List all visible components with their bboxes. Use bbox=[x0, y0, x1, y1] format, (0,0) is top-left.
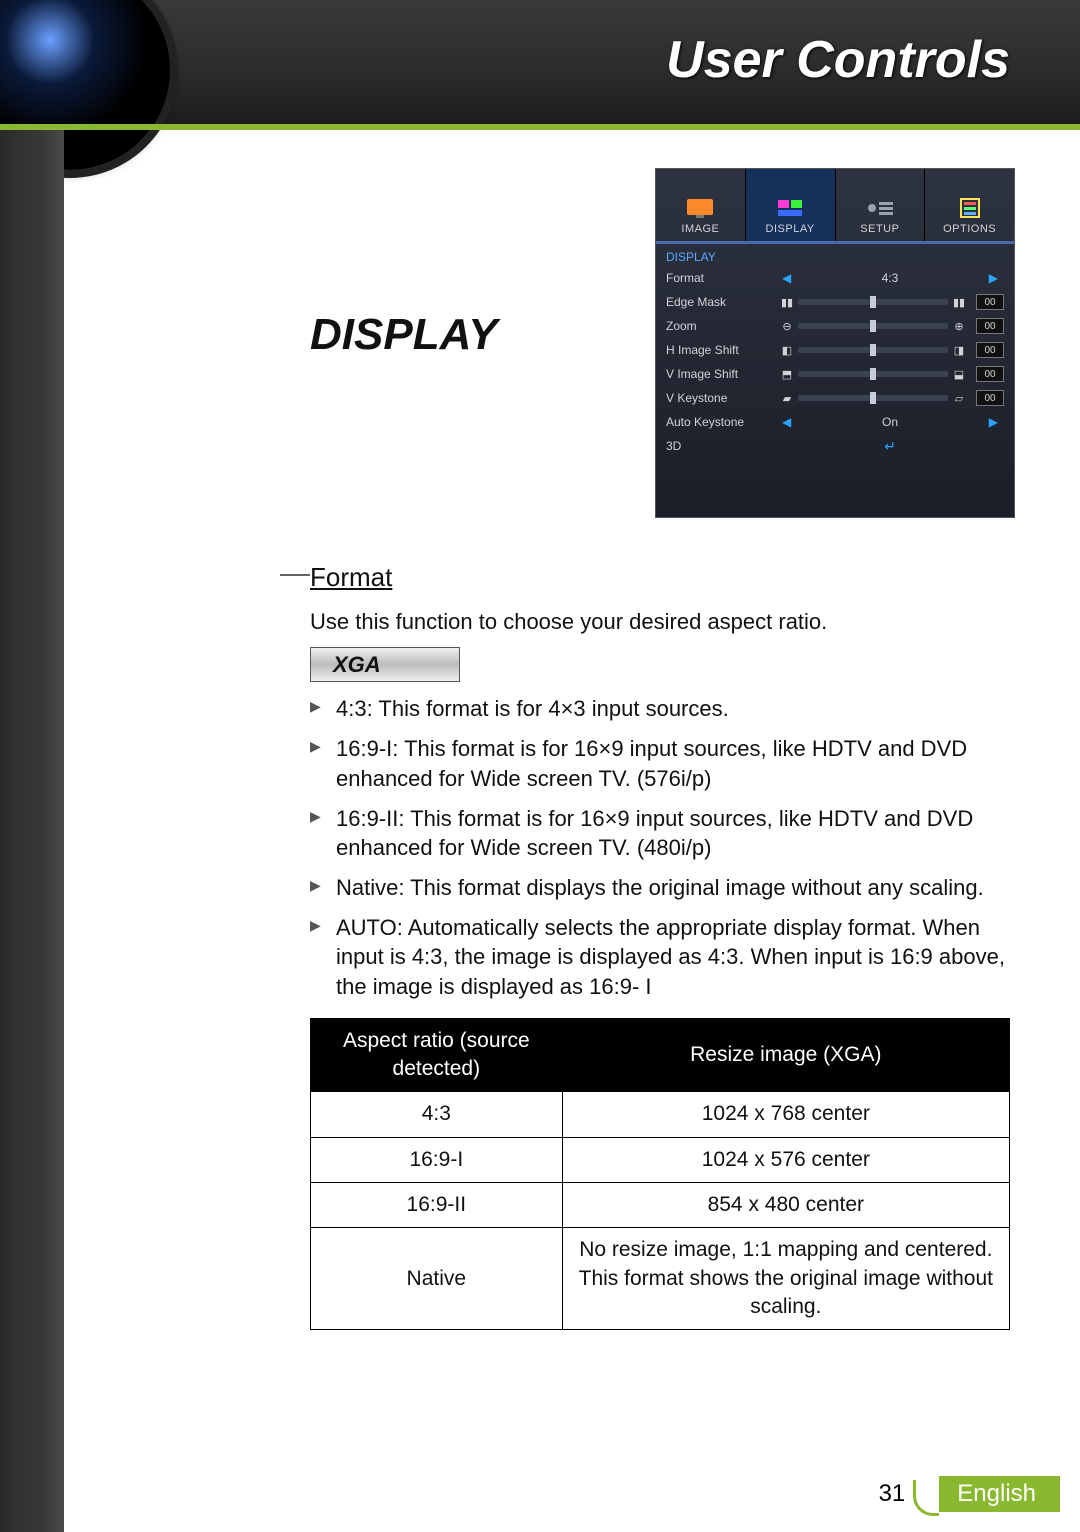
setup-tab-icon bbox=[865, 197, 895, 219]
osd-format-value: 4:3 bbox=[797, 271, 983, 285]
osd-value-box: 00 bbox=[976, 294, 1004, 310]
osd-tab-label: SETUP bbox=[860, 223, 899, 235]
keystone-top-icon: ▰ bbox=[776, 392, 798, 405]
osd-row-edgemask[interactable]: Edge Mask ▮▮ ▮▮ 00 bbox=[666, 290, 1004, 314]
side-strip bbox=[0, 130, 64, 1532]
subhead-leader-line bbox=[280, 574, 310, 576]
edgemask-left-icon: ▮▮ bbox=[776, 296, 798, 309]
keystone-bottom-icon: ▱ bbox=[948, 392, 970, 405]
list-item: Native: This format displays the origina… bbox=[310, 873, 1010, 903]
format-heading: Format bbox=[310, 560, 1010, 595]
table-cell: 854 x 480 center bbox=[562, 1183, 1009, 1228]
osd-row-label: Zoom bbox=[666, 319, 776, 333]
osd-tab-setup[interactable]: SETUP bbox=[836, 169, 926, 241]
osd-tab-label: IMAGE bbox=[681, 223, 719, 235]
shift-down-icon: ⬓ bbox=[948, 368, 970, 381]
osd-tab-options[interactable]: OPTIONS bbox=[925, 169, 1014, 241]
osd-row-label: Auto Keystone bbox=[666, 415, 776, 429]
table-cell: Native bbox=[311, 1228, 563, 1330]
display-tab-icon bbox=[775, 197, 805, 219]
arrow-right-icon[interactable]: ▶ bbox=[983, 271, 1004, 285]
zoom-in-icon: ⊕ bbox=[948, 320, 970, 333]
slider[interactable] bbox=[798, 395, 948, 401]
table-row: 16:9-II 854 x 480 center bbox=[311, 1183, 1010, 1228]
osd-row-vkeystone[interactable]: V Keystone ▰ ▱ 00 bbox=[666, 386, 1004, 410]
slider[interactable] bbox=[798, 347, 948, 353]
footer-swoosh bbox=[913, 1480, 939, 1516]
table-cell: 1024 x 576 center bbox=[562, 1137, 1009, 1182]
zoom-out-icon: ⊖ bbox=[776, 320, 798, 333]
table-cell: 1024 x 768 center bbox=[562, 1092, 1009, 1137]
osd-row-label: Format bbox=[666, 271, 776, 285]
aspect-ratio-table: Aspect ratio (source detected) Resize im… bbox=[310, 1018, 1010, 1331]
header-title: User Controls bbox=[666, 30, 1010, 90]
slider[interactable] bbox=[798, 323, 948, 329]
osd-value-box: 00 bbox=[976, 318, 1004, 334]
table-row: Native No resize image, 1:1 mapping and … bbox=[311, 1228, 1010, 1330]
page-footer: 31 English bbox=[879, 1476, 1060, 1512]
list-item: 4:3: This format is for 4×3 input source… bbox=[310, 694, 1010, 724]
arrow-left-icon[interactable]: ◀ bbox=[776, 415, 797, 429]
osd-panel: IMAGE DISPLAY SETUP OPTIONS DISPLAY Form… bbox=[655, 168, 1015, 518]
osd-tab-bar: IMAGE DISPLAY SETUP OPTIONS bbox=[656, 169, 1014, 241]
language-label: English bbox=[939, 1476, 1060, 1512]
xga-badge: XGA bbox=[310, 647, 460, 683]
osd-row-vshift[interactable]: V Image Shift ⬒ ⬓ 00 bbox=[666, 362, 1004, 386]
arrow-left-icon[interactable]: ◀ bbox=[776, 271, 797, 285]
osd-row-zoom[interactable]: Zoom ⊖ ⊕ 00 bbox=[666, 314, 1004, 338]
table-cell: 4:3 bbox=[311, 1092, 563, 1137]
osd-row-hshift[interactable]: H Image Shift ◧ ◨ 00 bbox=[666, 338, 1004, 362]
osd-tab-image[interactable]: IMAGE bbox=[656, 169, 746, 241]
slider[interactable] bbox=[798, 371, 948, 377]
osd-subheading: DISPLAY bbox=[656, 244, 1014, 266]
list-item: 16:9-I: This format is for 16×9 input so… bbox=[310, 734, 1010, 793]
osd-row-label: Edge Mask bbox=[666, 295, 776, 309]
table-row: 4:3 1024 x 768 center bbox=[311, 1092, 1010, 1137]
osd-tab-label: DISPLAY bbox=[766, 223, 815, 235]
content-area: Format Use this function to choose your … bbox=[310, 560, 1010, 1330]
osd-row-3d[interactable]: 3D ↵ bbox=[666, 434, 1004, 458]
osd-rows: Format ◀ 4:3 ▶ Edge Mask ▮▮ ▮▮ 00 Zoom ⊖… bbox=[656, 266, 1014, 458]
edgemask-right-icon: ▮▮ bbox=[948, 296, 970, 309]
osd-value-box: 00 bbox=[976, 390, 1004, 406]
arrow-right-icon[interactable]: ▶ bbox=[983, 415, 1004, 429]
osd-row-label: H Image Shift bbox=[666, 343, 776, 357]
header-banner: User Controls bbox=[0, 0, 1080, 130]
osd-row-label: V Keystone bbox=[666, 391, 776, 405]
table-cell: No resize image, 1:1 mapping and centere… bbox=[562, 1228, 1009, 1330]
table-cell: 16:9-II bbox=[311, 1183, 563, 1228]
osd-value-box: 00 bbox=[976, 342, 1004, 358]
table-header: Aspect ratio (source detected) bbox=[311, 1018, 563, 1092]
list-item: AUTO: Automatically selects the appropri… bbox=[310, 913, 1010, 1002]
image-tab-icon bbox=[685, 197, 715, 219]
osd-row-label: 3D bbox=[666, 439, 776, 453]
format-description: Use this function to choose your desired… bbox=[310, 607, 1010, 637]
list-item: 16:9-II: This format is for 16×9 input s… bbox=[310, 804, 1010, 863]
osd-value-box: 00 bbox=[976, 366, 1004, 382]
format-bullet-list: 4:3: This format is for 4×3 input source… bbox=[310, 694, 1010, 1001]
osd-autokeystone-value: On bbox=[797, 415, 983, 429]
shift-up-icon: ⬒ bbox=[776, 368, 798, 381]
osd-row-format[interactable]: Format ◀ 4:3 ▶ bbox=[666, 266, 1004, 290]
osd-tab-display[interactable]: DISPLAY bbox=[746, 169, 836, 241]
options-tab-icon bbox=[955, 197, 985, 219]
osd-row-label: V Image Shift bbox=[666, 367, 776, 381]
table-header: Resize image (XGA) bbox=[562, 1018, 1009, 1092]
shift-right-icon: ◨ bbox=[948, 344, 970, 357]
enter-icon[interactable]: ↵ bbox=[776, 438, 1004, 455]
header-accent-bar bbox=[0, 124, 1080, 130]
osd-tab-label: OPTIONS bbox=[943, 223, 996, 235]
slider[interactable] bbox=[798, 299, 948, 305]
section-title: DISPLAY bbox=[310, 310, 497, 360]
shift-left-icon: ◧ bbox=[776, 344, 798, 357]
osd-row-autokeystone[interactable]: Auto Keystone ◀ On ▶ bbox=[666, 410, 1004, 434]
page-number: 31 bbox=[879, 1480, 914, 1508]
table-cell: 16:9-I bbox=[311, 1137, 563, 1182]
table-row: 16:9-I 1024 x 576 center bbox=[311, 1137, 1010, 1182]
